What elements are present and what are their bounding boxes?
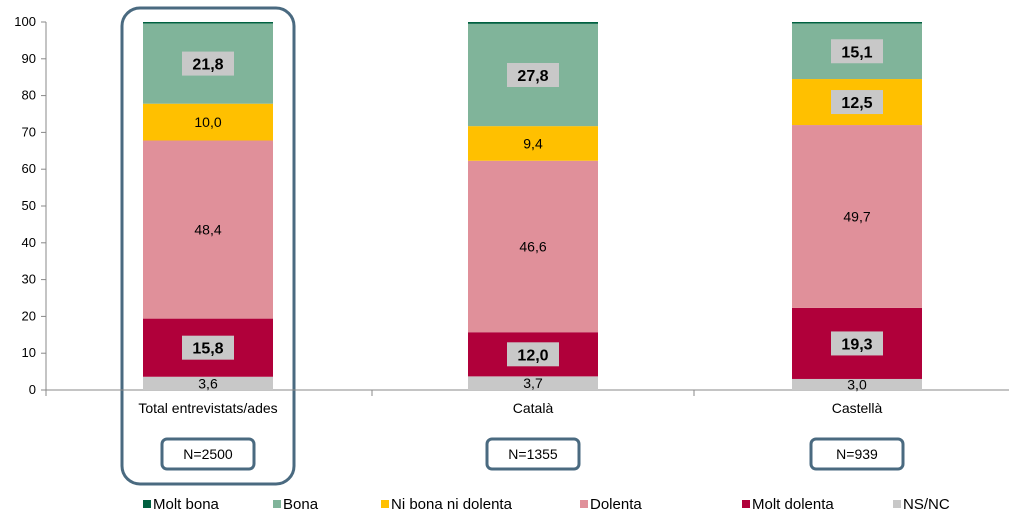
data-label-box xyxy=(507,62,559,87)
bar-segment xyxy=(792,22,922,24)
legend-label: Molt dolenta xyxy=(752,496,834,513)
data-label: 12,0 xyxy=(517,347,548,364)
legend-label: Dolenta xyxy=(590,496,642,513)
sample-size-box xyxy=(485,437,581,471)
bar-segment xyxy=(143,103,273,141)
data-label: 10,0 xyxy=(194,114,221,130)
category-label: Català xyxy=(513,400,554,416)
y-tick-label: 100 xyxy=(14,14,36,29)
bar-segment xyxy=(468,376,598,390)
y-tick-label: 0 xyxy=(29,382,36,397)
legend-swatch xyxy=(143,500,151,508)
data-label: 9,4 xyxy=(523,135,543,151)
legend-label: NS/NC xyxy=(903,496,950,513)
y-tick-label: 80 xyxy=(22,88,36,103)
sample-size-label: N=2500 xyxy=(183,446,233,462)
sample-size-box xyxy=(160,437,256,471)
bar-segment xyxy=(468,22,598,24)
y-tick-label: 20 xyxy=(22,308,36,323)
data-label: 48,4 xyxy=(194,222,221,238)
bar-segment xyxy=(792,378,922,390)
y-tick-label: 40 xyxy=(22,235,36,250)
data-label-box xyxy=(507,342,559,367)
sample-size-label: N=1355 xyxy=(508,446,558,462)
sample-size-label: N=939 xyxy=(836,446,878,462)
legend-swatch xyxy=(893,500,901,508)
category-label: Castellà xyxy=(832,400,883,416)
sample-size-labels: N=2500 N=1355 N=939 xyxy=(160,437,905,471)
bars xyxy=(143,22,922,390)
data-label: 3,0 xyxy=(847,376,867,392)
data-label-box xyxy=(831,39,883,64)
category-label: Total entrevistats/ades xyxy=(138,400,277,416)
y-tick-label: 30 xyxy=(22,272,36,287)
category-labels: Total entrevistats/ades Català Castellà xyxy=(138,400,882,416)
highlight-frames xyxy=(120,6,296,486)
data-label-box xyxy=(182,335,234,360)
bar-segment xyxy=(143,22,273,24)
data-label: 3,7 xyxy=(523,375,543,391)
data-label: 46,6 xyxy=(519,238,546,254)
bar-segment xyxy=(143,376,273,390)
bar-segment xyxy=(143,140,273,319)
legend-label: Ni bona ni dolenta xyxy=(391,496,513,513)
legend: Molt bona Bona Ni bona ni dolenta Dolenta Mo… xyxy=(143,496,950,513)
y-tick-label: 90 xyxy=(22,51,36,66)
data-label: 3,6 xyxy=(198,375,218,391)
bar-segment xyxy=(792,125,922,308)
data-label-box xyxy=(831,331,883,356)
data-label-box xyxy=(831,90,883,115)
y-tick-label: 70 xyxy=(22,124,36,139)
data-label: 27,8 xyxy=(517,68,548,85)
data-label: 49,7 xyxy=(843,208,870,224)
bar-segment xyxy=(468,126,598,161)
legend-swatch xyxy=(273,500,281,508)
data-label: 21,8 xyxy=(192,57,223,74)
highlight-frame xyxy=(120,6,296,486)
y-tick-label: 10 xyxy=(22,345,36,360)
legend-swatch xyxy=(742,500,750,508)
legend-label: Bona xyxy=(283,496,319,513)
legend-swatch xyxy=(580,500,588,508)
data-label-box xyxy=(182,51,234,76)
data-label: 12,5 xyxy=(841,95,872,112)
sample-size-box xyxy=(809,437,905,471)
legend-swatch xyxy=(381,500,389,508)
y-tick-label: 60 xyxy=(22,161,36,176)
data-label: 19,3 xyxy=(841,336,872,353)
data-labels: 3,6 3,7 3,0 15,8 12,0 19,3 48,4 46,6 49,7 10,0 9,4… xyxy=(182,39,883,392)
bar-segment xyxy=(468,160,598,333)
y-tick-label: 50 xyxy=(22,198,36,213)
data-label: 15,1 xyxy=(841,44,872,61)
data-label: 15,8 xyxy=(192,341,223,358)
legend-label: Molt bona xyxy=(153,496,220,513)
